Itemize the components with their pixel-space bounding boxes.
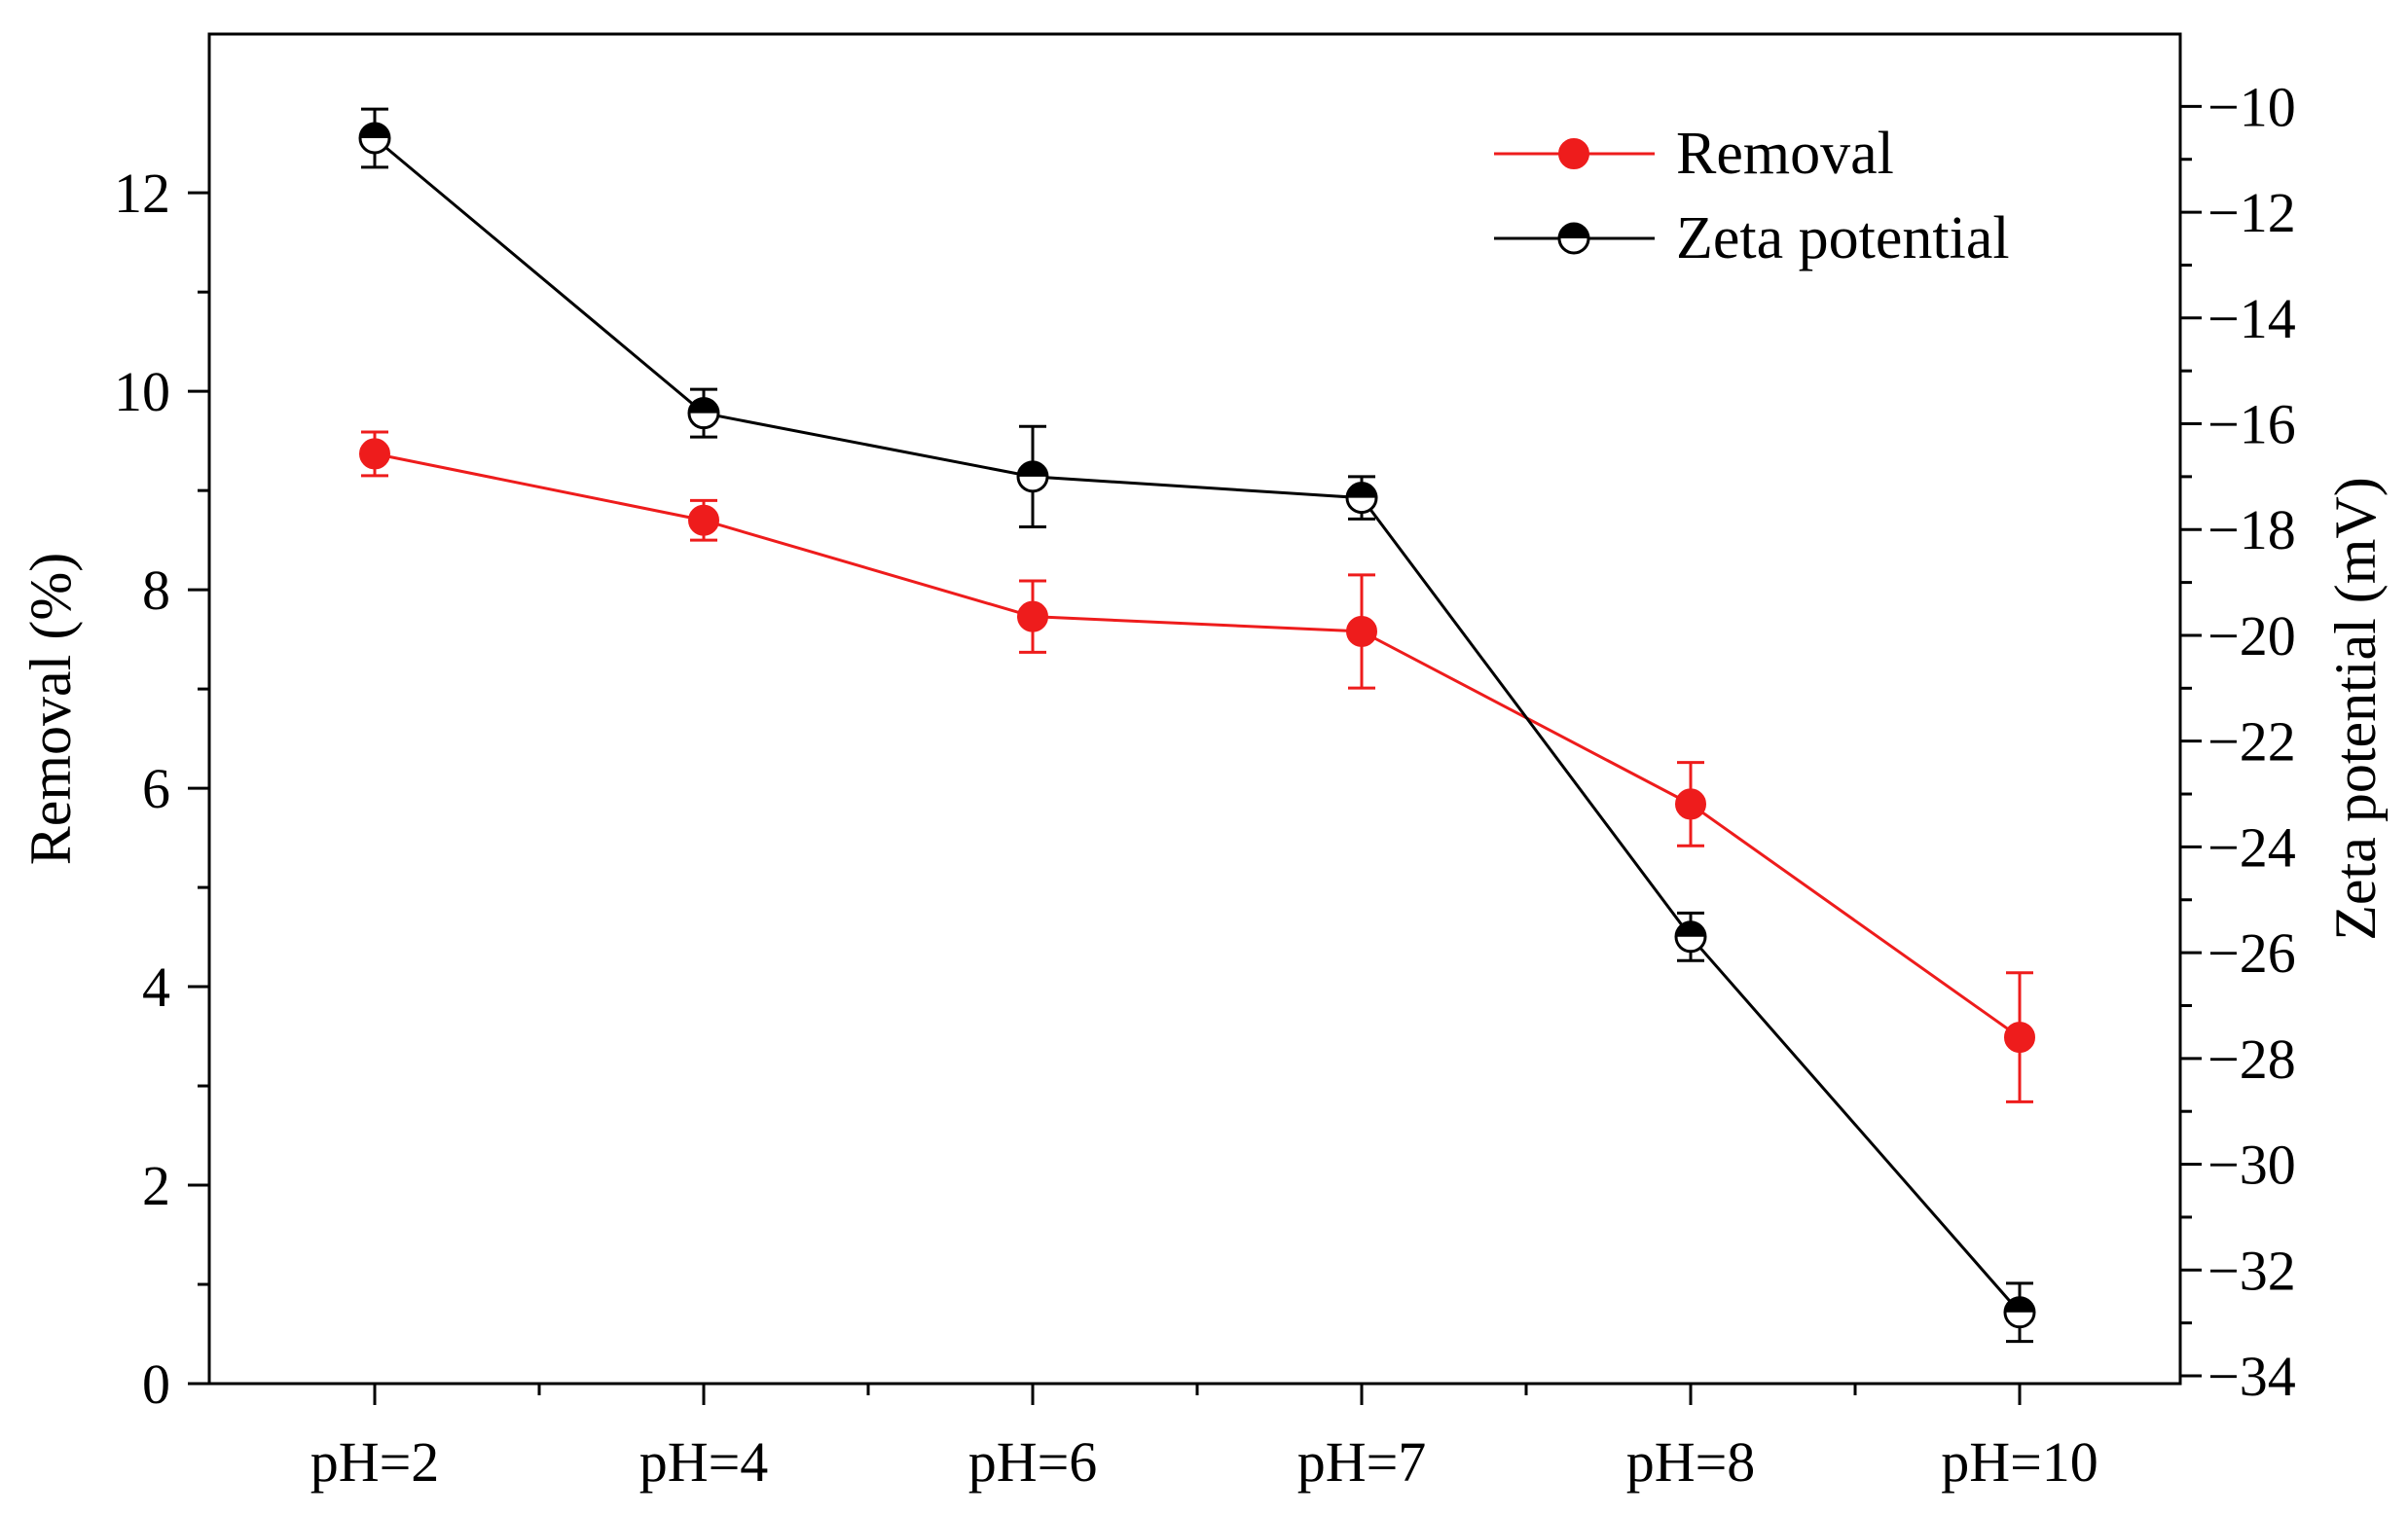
data-point [359, 438, 390, 470]
y-right-tick-label: −10 [2207, 75, 2296, 138]
y-axis-right: −34 −32 −30 −28 −26 −24 −22 −20 −18 −16 −14 −12 −10 [2180, 75, 2296, 1408]
marker-half [2005, 1297, 2034, 1313]
y-right-tick-label: −14 [2207, 287, 2296, 350]
marker-fill [1346, 615, 1377, 647]
y-left-tick-label: 2 [142, 1154, 170, 1217]
marker-fill [688, 504, 719, 536]
x-tick-label: pH=7 [1297, 1430, 1427, 1494]
series-zeta-potential [358, 107, 2036, 1344]
y-right-tick-label: −22 [2207, 710, 2296, 774]
data-point [687, 397, 720, 430]
plot-frame [207, 32, 2182, 1386]
y-right-tick-label: −32 [2207, 1239, 2296, 1302]
series-removal [359, 430, 2035, 1103]
y-axis-right-title: Zeta potential (mV) [2323, 477, 2388, 940]
y-axis-left-title: Removal (%) [18, 553, 83, 866]
legend-marker [1557, 222, 1590, 255]
y-right-tick-label: −30 [2207, 1134, 2296, 1197]
data-point [1674, 920, 1707, 954]
x-tick-label: pH=10 [1941, 1430, 2098, 1494]
legend: Removal Zeta potential [1494, 121, 2010, 271]
marker-fill [359, 438, 390, 470]
data-point [1345, 482, 1378, 515]
y-left-tick-label: 0 [142, 1352, 170, 1416]
y-right-tick-label: −18 [2207, 498, 2296, 561]
marker-fill [2004, 1022, 2035, 1054]
y-left-tick-label: 10 [114, 360, 170, 423]
x-tick-label: pH=6 [968, 1430, 1098, 1494]
legend-item: Removal [1494, 121, 1894, 187]
y-left-tick-label: 12 [114, 162, 170, 225]
legend-item: Zeta potential [1494, 205, 2010, 271]
data-point [2003, 1296, 2036, 1329]
y-right-tick-label: −16 [2207, 393, 2296, 456]
series-line [374, 451, 2021, 1039]
x-axis: pH=2 pH=4 pH=6 pH=7 pH=8 pH=10 [310, 1384, 2098, 1494]
data-point [1346, 615, 1377, 647]
y-right-tick-label: −24 [2207, 815, 2296, 879]
marker-half [360, 123, 389, 138]
series-line [374, 136, 2022, 1314]
series-layer [358, 107, 2036, 1344]
marker-fill [1558, 138, 1589, 169]
data-point [1675, 788, 1706, 820]
y-left-tick-label: 4 [142, 955, 170, 1019]
marker-fill [1017, 600, 1048, 632]
x-tick-label: pH=2 [310, 1430, 440, 1494]
y-right-tick-label: −26 [2207, 921, 2296, 985]
y-right-tick-label: −12 [2207, 181, 2296, 244]
marker-half [689, 398, 718, 414]
data-point [2004, 1022, 2035, 1054]
y-left-tick-label: 6 [142, 757, 170, 820]
y-axis-left: 0 2 4 6 8 10 12 [114, 162, 209, 1416]
x-tick-label: pH=8 [1626, 1430, 1756, 1494]
data-point [1017, 600, 1048, 632]
legend-marker [1558, 138, 1589, 169]
y-right-tick-label: −20 [2207, 604, 2296, 667]
marker-half [1676, 921, 1705, 937]
data-point [688, 504, 719, 536]
legend-label: Removal [1676, 121, 1894, 187]
data-point [358, 122, 391, 155]
legend-label: Zeta potential [1676, 205, 2010, 271]
marker-half [1347, 483, 1376, 498]
marker-half [1018, 461, 1047, 477]
plot-border [207, 32, 2182, 1386]
y-right-tick-label: −34 [2207, 1345, 2296, 1408]
marker-half [1559, 224, 1588, 238]
x-tick-label: pH=4 [639, 1430, 769, 1494]
y-right-tick-label: −28 [2207, 1027, 2296, 1091]
marker-fill [1675, 788, 1706, 820]
y-left-tick-label: 8 [142, 559, 170, 622]
data-point [1016, 460, 1049, 493]
